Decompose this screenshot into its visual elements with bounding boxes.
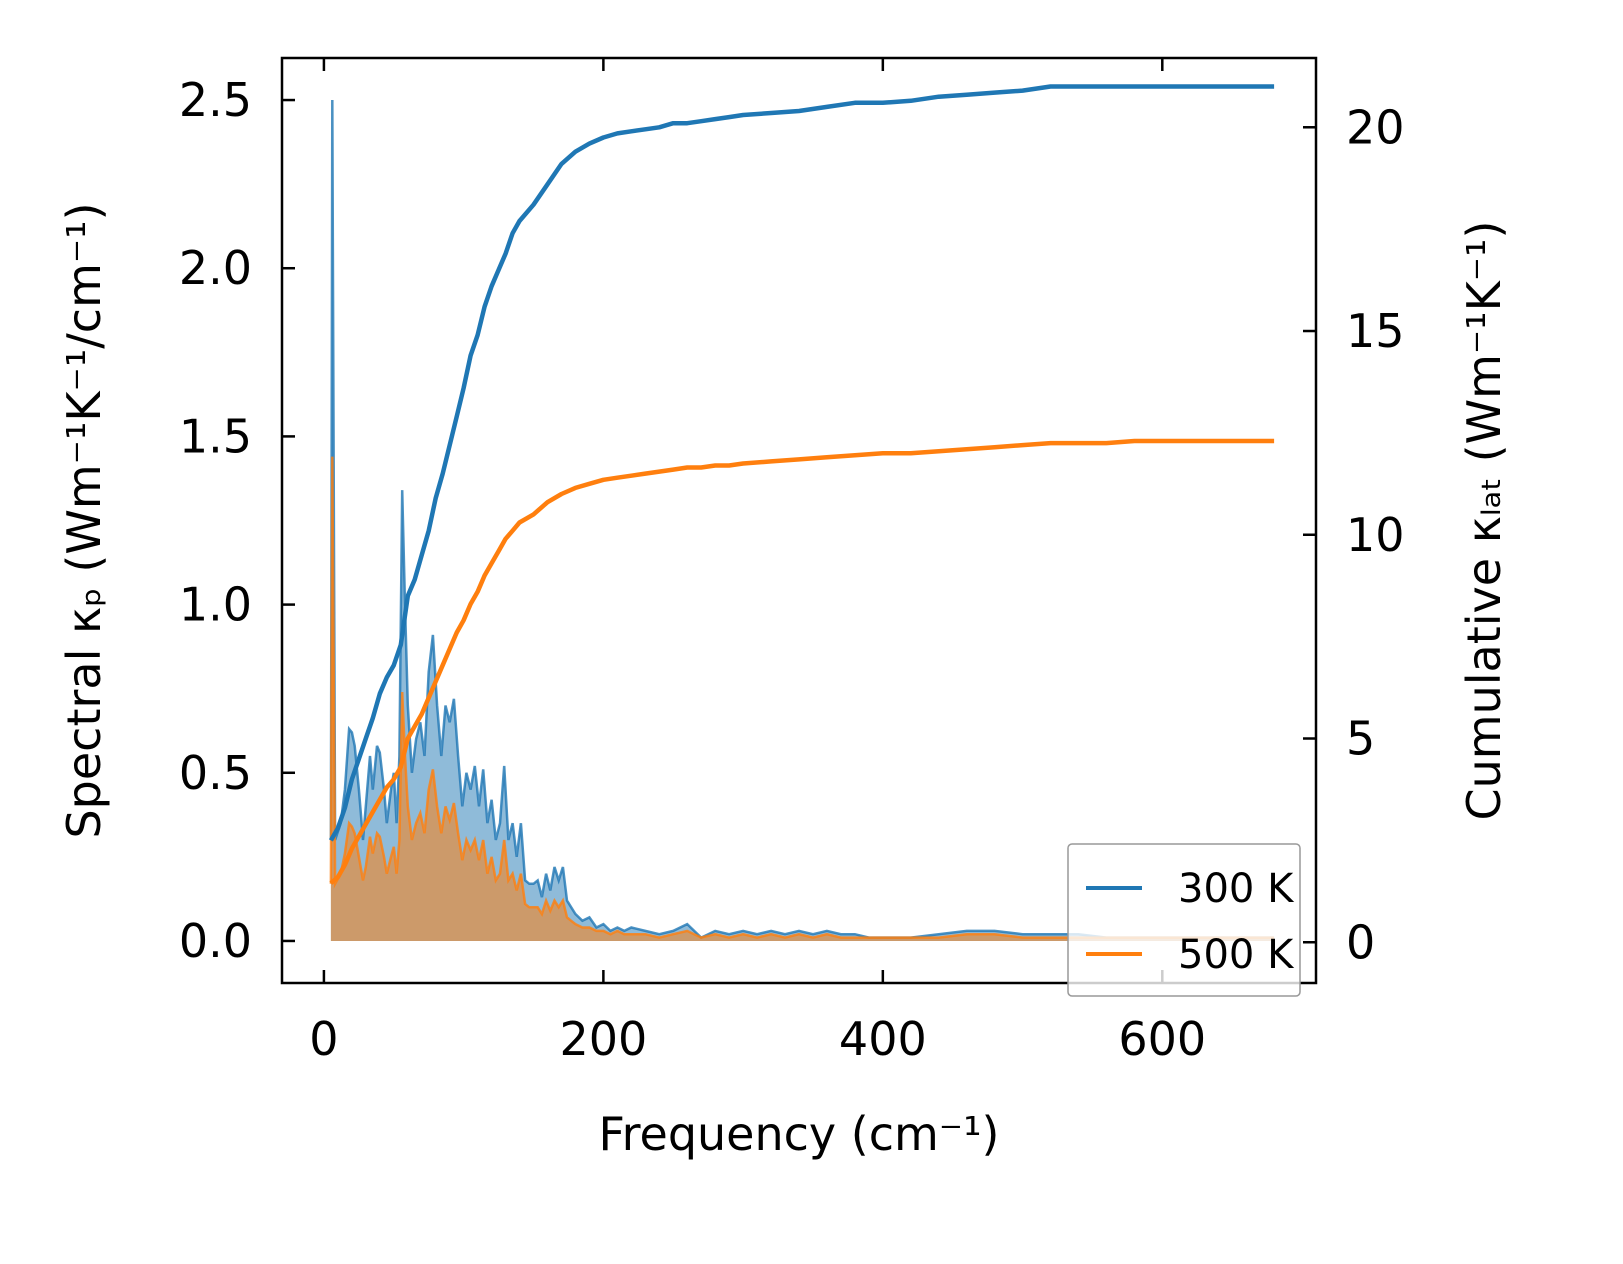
y-left-tick-label-5: 2.5: [179, 73, 252, 127]
y-right-tick-label-3: 15: [1346, 304, 1405, 358]
ticks-layer: 0 200 400 600 0.0 0.5 1.0 1.5 2.0 2.5 0 5 10 15 20: [179, 58, 1405, 1066]
y-left-tick-label-4: 2.0: [179, 241, 252, 295]
spectral-area-1: [330, 456, 1275, 941]
y-left-tick-label-2: 1.0: [179, 578, 252, 632]
y-left-tick-label-1: 0.5: [179, 746, 252, 800]
plot-frame: [280, 56, 1318, 985]
x-axis-label: Frequency (cm⁻¹): [599, 1107, 1000, 1161]
spectral-line-0: [329, 99, 1275, 940]
cumulative-line-1: [329, 438, 1275, 885]
legend: 300 K 500 K: [1067, 843, 1301, 997]
y-axis-left-label: Spectral κₚ (Wm⁻¹K⁻¹/cm⁻¹): [57, 202, 111, 838]
legend-label-300k: 300 K: [1178, 866, 1295, 912]
x-tick-label-0: 0: [309, 1012, 338, 1066]
y-right-tick-label-2: 10: [1346, 508, 1405, 562]
spectral-line-1: [329, 456, 1275, 939]
y-right-tick-label-0: 0: [1346, 915, 1375, 969]
x-tick-label-1: 200: [559, 1012, 647, 1066]
x-tick-label-3: 600: [1118, 1012, 1206, 1066]
series-layer: [328, 84, 1275, 941]
y-axis-right-label: Cumulative κₗₐₜ (Wm⁻¹K⁻¹): [1457, 221, 1511, 821]
legend-label-500k: 500 K: [1178, 932, 1295, 978]
y-right-tick-label-4: 20: [1346, 100, 1405, 154]
x-tick-label-2: 400: [839, 1012, 927, 1066]
cumulative-line-0: [328, 84, 1275, 842]
y-left-tick-label-3: 1.5: [179, 409, 252, 463]
y-right-tick-label-1: 5: [1346, 712, 1375, 766]
legend-box: [1067, 843, 1301, 997]
y-left-tick-label-0: 0.0: [179, 914, 252, 968]
